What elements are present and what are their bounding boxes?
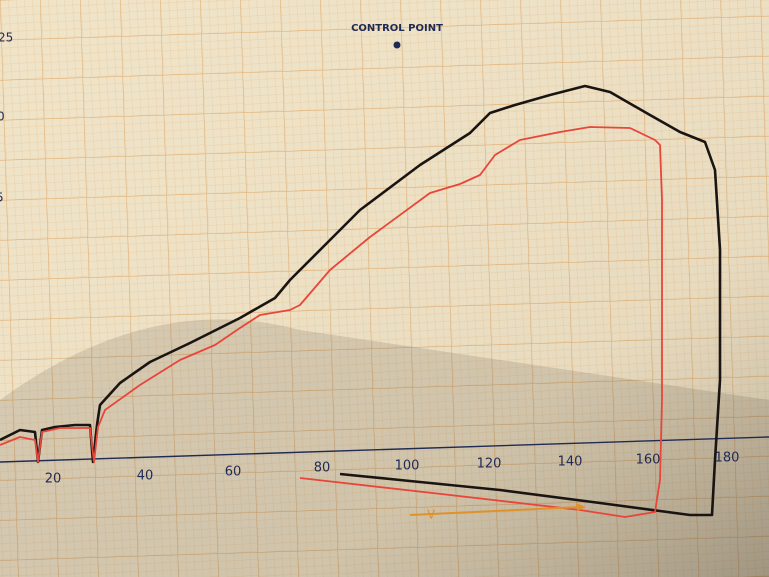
arrow-head [576, 503, 586, 511]
x-axis-label: 120 [477, 457, 502, 472]
x-axis-label: 20 [45, 472, 62, 487]
x-axis-line [0, 436, 769, 463]
control-point-label: CONTROL POINT [351, 23, 443, 34]
control-point-dot [393, 41, 401, 49]
x-axis-label: 140 [558, 455, 583, 470]
black-trace [0, 84, 722, 517]
x-axis-label: 160 [636, 453, 661, 468]
red-trace [0, 126, 663, 518]
arrow-label: V [427, 508, 436, 522]
x-axis-label: 40 [137, 469, 154, 484]
y-axis-label: 0 [0, 110, 5, 124]
y-axis-label: 5 [0, 191, 4, 205]
x-axis-label: 100 [395, 459, 420, 474]
x-axis-label: 80 [314, 461, 331, 476]
arrow-line [409, 506, 581, 516]
x-axis-label: 180 [715, 451, 740, 466]
x-axis-label: 60 [225, 465, 242, 480]
shadow [0, 319, 769, 577]
y-axis-label: 25 [0, 31, 13, 45]
